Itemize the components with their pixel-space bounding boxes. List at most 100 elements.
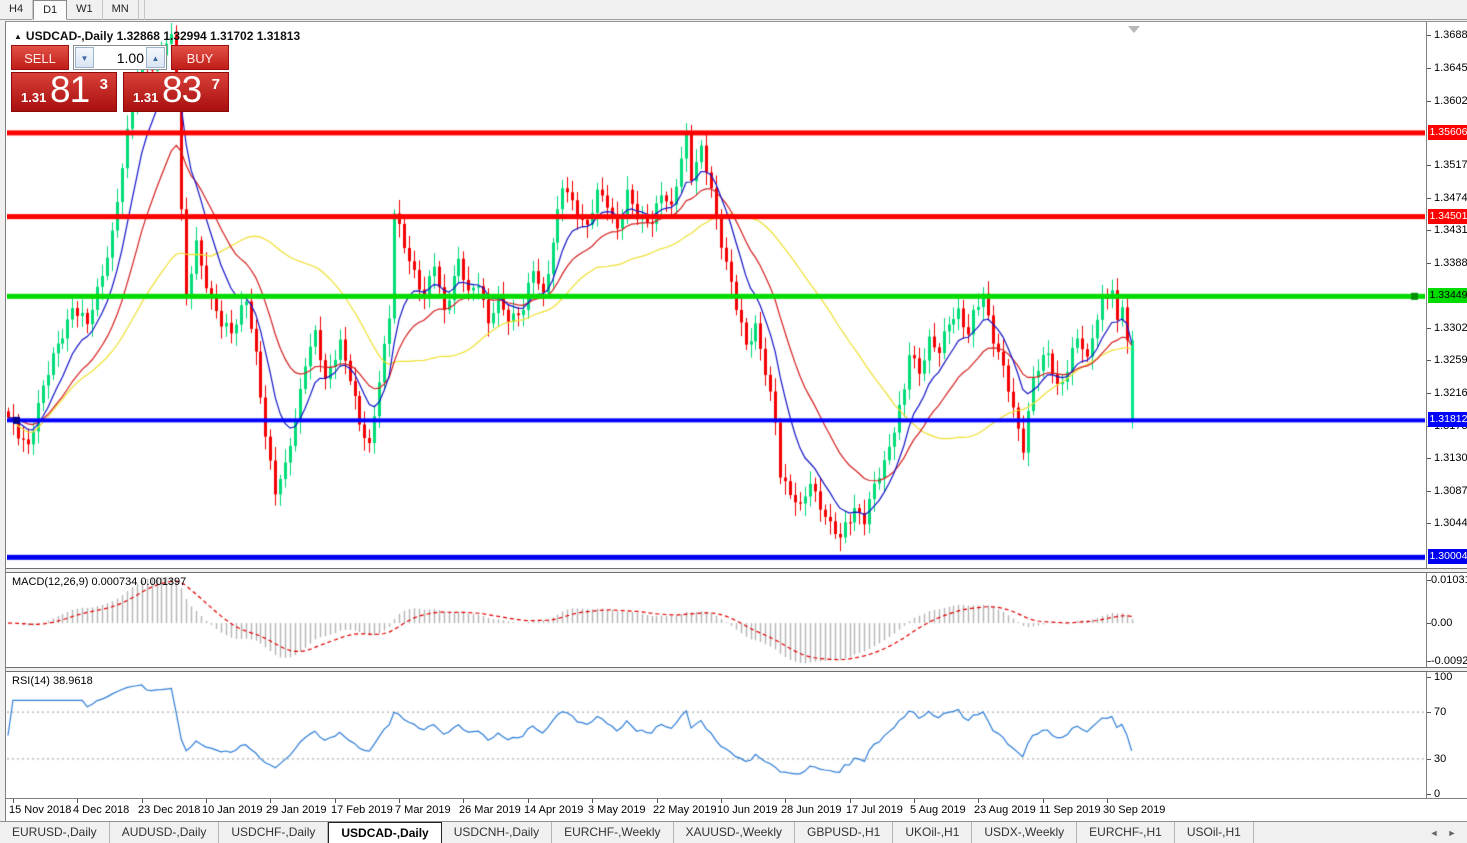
price-level-badge: 1.33449 bbox=[1428, 288, 1467, 303]
buy-button[interactable]: BUY bbox=[171, 45, 229, 70]
date-tick-mark bbox=[270, 799, 271, 803]
rsi-panel: RSI(14) 38.9618 bbox=[7, 672, 1425, 798]
date-tick-label: 30 Sep 2019 bbox=[1103, 804, 1166, 816]
price-level-badge: 1.34501 bbox=[1428, 209, 1467, 224]
volume-decrease-icon[interactable]: ▼ bbox=[75, 47, 94, 68]
macd-tick-mark bbox=[1427, 623, 1431, 624]
timeframe-button-mn[interactable]: MN bbox=[103, 0, 139, 20]
volume-increase-icon[interactable]: ▲ bbox=[146, 47, 165, 68]
date-tick-mark bbox=[142, 799, 143, 803]
price-tick-label: 1.30870 bbox=[1434, 485, 1467, 497]
price-level-badge: 1.30004 bbox=[1428, 549, 1467, 564]
timeframe-button-h4[interactable]: H4 bbox=[0, 0, 34, 20]
sell-price-big: 81 bbox=[50, 69, 90, 110]
date-tick-mark bbox=[914, 799, 915, 803]
date-tick-label: 23 Aug 2019 bbox=[974, 804, 1036, 816]
sell-price-prefix: 1.31 bbox=[21, 90, 47, 105]
price-chart-canvas[interactable] bbox=[7, 23, 1425, 568]
rsi-axis-label: 100 bbox=[1434, 671, 1453, 683]
price-axis[interactable]: 1.36880 1.36450 1.36020 1.35170 1.34740 1.343… bbox=[1426, 22, 1467, 800]
buy-price-big: 83 bbox=[162, 69, 202, 110]
rsi-axis-label: 70 bbox=[1434, 706, 1447, 718]
price-tick-mark bbox=[1427, 101, 1431, 102]
date-tick-mark bbox=[13, 799, 14, 803]
date-tick-mark bbox=[77, 799, 78, 803]
price-tick-label: 1.33020 bbox=[1434, 322, 1467, 334]
price-tick-label: 1.36450 bbox=[1434, 62, 1467, 74]
price-tick-label: 1.36880 bbox=[1434, 29, 1467, 41]
price-tick-label: 1.36020 bbox=[1434, 95, 1467, 107]
macd-tick-mark bbox=[1427, 661, 1431, 662]
date-tick-label: 14 Apr 2019 bbox=[524, 804, 584, 816]
tab-usdcnh-daily[interactable]: USDCNH-,Daily bbox=[442, 822, 553, 843]
date-axis[interactable]: 15 Nov 2018 4 Dec 2018 23 Dec 2018 10 Jan 2… bbox=[6, 798, 1467, 822]
collapse-marker-icon[interactable]: ▲ bbox=[14, 32, 22, 41]
price-tick-mark bbox=[1427, 523, 1431, 524]
macd-canvas[interactable] bbox=[7, 573, 1425, 667]
chart-macd-separator[interactable] bbox=[6, 568, 1467, 573]
date-tick-label: 10 Jun 2019 bbox=[717, 804, 778, 816]
sell-button[interactable]: SELL bbox=[11, 45, 69, 70]
date-tick-label: 22 May 2019 bbox=[653, 804, 717, 816]
price-tick-mark bbox=[1427, 263, 1431, 264]
volume-input[interactable] bbox=[96, 46, 146, 69]
date-tick-mark bbox=[721, 799, 722, 803]
price-tick-label: 1.32160 bbox=[1434, 387, 1467, 399]
date-tick-label: 7 Mar 2019 bbox=[395, 804, 451, 816]
sell-price-pip: 3 bbox=[99, 76, 108, 93]
price-tick-label: 1.34310 bbox=[1434, 224, 1467, 236]
date-tick-label: 23 Dec 2018 bbox=[138, 804, 201, 816]
tab-usdx-weekly[interactable]: USDX-,Weekly bbox=[972, 822, 1078, 843]
buy-price-button[interactable]: 1.31 83 7 bbox=[123, 69, 229, 112]
tab-eurchf-weekly[interactable]: EURCHF-,Weekly bbox=[552, 822, 674, 843]
date-tick-mark bbox=[463, 799, 464, 803]
sell-price-button[interactable]: 1.31 81 3 bbox=[11, 69, 117, 112]
tab-eurchf-h1[interactable]: EURCHF-,H1 bbox=[1077, 822, 1175, 843]
tab-usdcad-daily[interactable]: USDCAD-,Daily bbox=[328, 822, 442, 843]
date-tick-label: 17 Jul 2019 bbox=[846, 804, 903, 816]
date-tick-mark bbox=[657, 799, 658, 803]
macd-label: MACD(12,26,9) 0.000734 0.001397 bbox=[12, 576, 187, 588]
tab-audusd-daily[interactable]: AUDUSD-,Daily bbox=[110, 822, 220, 843]
date-tick-mark bbox=[785, 799, 786, 803]
date-tick-mark bbox=[978, 799, 979, 803]
date-tick-label: 28 Jun 2019 bbox=[781, 804, 842, 816]
tab-gbpusd-h1[interactable]: GBPUSD-,H1 bbox=[795, 822, 894, 843]
macd-rsi-separator[interactable] bbox=[6, 667, 1467, 672]
price-level-badge: 1.31812 bbox=[1428, 412, 1467, 427]
macd-panel: MACD(12,26,9) 0.000734 0.001397 bbox=[7, 573, 1425, 667]
chart-workspace: ▲ USDCAD-,Daily 1.32868 1.32994 1.31702 1… bbox=[5, 21, 1467, 843]
macd-axis-label: 0.00 bbox=[1431, 617, 1453, 629]
price-tick-mark bbox=[1427, 230, 1431, 231]
rsi-canvas[interactable] bbox=[7, 672, 1425, 798]
buy-price-pip: 7 bbox=[211, 76, 220, 93]
date-tick-label: 29 Jan 2019 bbox=[266, 804, 327, 816]
tab-eurusd-daily[interactable]: EURUSD-,Daily bbox=[0, 822, 110, 843]
price-tick-mark bbox=[1427, 491, 1431, 492]
tab-usoil-h1[interactable]: USOil-,H1 bbox=[1175, 822, 1254, 843]
tab-xauusd-weekly[interactable]: XAUUSD-,Weekly bbox=[674, 822, 795, 843]
tab-ukoil-h1[interactable]: UKOil-,H1 bbox=[893, 822, 973, 843]
price-tick-label: 1.35170 bbox=[1434, 159, 1467, 171]
price-tick-mark bbox=[1427, 458, 1431, 459]
chart-shift-marker-icon[interactable] bbox=[1128, 26, 1140, 33]
date-tick-label: 15 Nov 2018 bbox=[9, 804, 72, 816]
price-tick-mark bbox=[1427, 328, 1431, 329]
buy-price-prefix: 1.31 bbox=[133, 90, 159, 105]
tab-scroll-left-icon[interactable]: ◄ bbox=[1429, 828, 1439, 838]
price-tick-label: 1.31300 bbox=[1434, 452, 1467, 464]
tab-scroll-right-icon[interactable]: ► bbox=[1447, 828, 1457, 838]
price-tick-mark bbox=[1427, 35, 1431, 36]
timeframe-button-d1[interactable]: D1 bbox=[33, 0, 68, 20]
rsi-tick-mark bbox=[1427, 759, 1431, 760]
macd-axis-label: -0.009203 bbox=[1431, 655, 1467, 667]
date-tick-label: 17 Feb 2019 bbox=[331, 804, 393, 816]
date-tick-mark bbox=[850, 799, 851, 803]
timeframe-button-w1[interactable]: W1 bbox=[67, 0, 103, 20]
date-tick-mark bbox=[1107, 799, 1108, 803]
tab-usdchf-daily[interactable]: USDCHF-,Daily bbox=[219, 822, 329, 843]
price-tick-label: 1.33880 bbox=[1434, 257, 1467, 269]
date-tick-mark bbox=[1043, 799, 1044, 803]
date-tick-label: 3 May 2019 bbox=[588, 804, 646, 816]
